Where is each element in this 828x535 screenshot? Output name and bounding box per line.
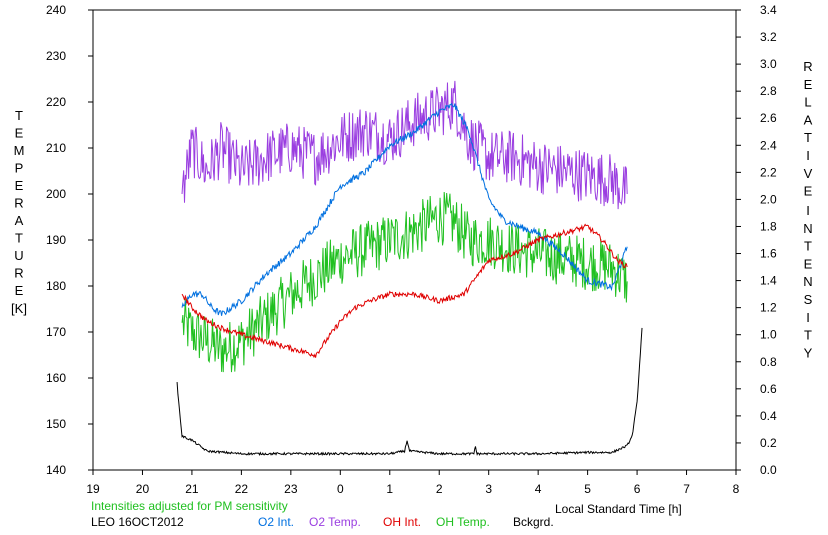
series-line-o2-temp — [181, 80, 628, 210]
plot-frame — [92, 9, 737, 471]
site-date-label: LEO 16OCT2012 — [91, 515, 184, 529]
y-left-tick-label: 180 — [46, 279, 66, 293]
y-left-tick-label: 200 — [46, 187, 66, 201]
y-right-axis-label-word1-letter: E — [804, 77, 813, 92]
y-left-tick-label: 140 — [46, 463, 66, 477]
series-line-oh-int — [181, 223, 628, 359]
y-right-axis-label-word1-letter: E — [804, 184, 813, 199]
pm-sensitivity-note: Intensities adjusted for PM sensitivity — [91, 499, 288, 513]
y-right-axis-label-word1-letter: L — [804, 95, 811, 110]
x-tick-label: 1 — [386, 482, 393, 496]
y-right-tick-label: 2.6 — [760, 111, 777, 125]
y-right-axis-label-word2-letter: T — [804, 328, 812, 343]
y-right-axis-label-word1-letter: V — [804, 166, 813, 181]
y-right-axis-label-word1-letter: A — [804, 112, 813, 127]
y-left-axis-label-letter: T — [15, 231, 23, 246]
y-right-tick-label: 0.8 — [760, 355, 777, 369]
y-right-axis-label-word2-letter: I — [806, 203, 810, 218]
x-tick-label: 7 — [683, 482, 690, 496]
y-left-axis-label-letter: M — [14, 143, 25, 158]
legend-bckgrd: Bckgrd. — [513, 515, 554, 529]
legend-o2-int: O2 Int. — [258, 515, 294, 529]
y-left-axis-label-letter: R — [14, 196, 23, 211]
y-left-tick-label: 170 — [46, 325, 66, 339]
y-left-axis-label-letter: A — [15, 213, 24, 228]
y-right-tick-label: 2.2 — [760, 165, 777, 179]
series-line-bckgrd — [176, 327, 643, 457]
x-tick-label: 6 — [634, 482, 641, 496]
y-left-axis-label-letter: R — [14, 266, 23, 281]
series-line-oh-temp — [181, 191, 628, 373]
y-right-axis-label-word2-letter: T — [804, 239, 812, 254]
y-left-tick-label: 240 — [46, 3, 66, 17]
y-right-tick-label: 2.4 — [760, 138, 777, 152]
y-right-tick-label: 3.4 — [760, 3, 777, 17]
y-right-tick-label: 1.8 — [760, 219, 777, 233]
y-right-tick-label: 0.6 — [760, 382, 777, 396]
y-right-axis-label-word2-letter: I — [806, 310, 810, 325]
y-right-tick-label: 3.2 — [760, 30, 777, 44]
x-tick-label: 8 — [733, 482, 740, 496]
y-left-axis-label-letter: E — [15, 283, 24, 298]
y-left-axis-label-letter: P — [15, 161, 24, 176]
y-left-tick-label: 220 — [46, 95, 66, 109]
y-right-axis-label-word2-letter: S — [804, 292, 813, 307]
y-left-unit-label: [K] — [11, 301, 27, 316]
y-right-tick-label: 0.0 — [760, 463, 777, 477]
y-right-tick-label: 0.2 — [760, 436, 777, 450]
y-right-axis-label-word1-letter: R — [803, 59, 812, 74]
x-tick-label: 19 — [86, 482, 100, 496]
y-right-axis-label-word2-letter: N — [803, 274, 812, 289]
y-right-tick-label: 1.0 — [760, 328, 777, 342]
y-right-axis-label-word2-letter: Y — [804, 345, 813, 360]
y-right-tick-label: 1.2 — [760, 301, 777, 315]
x-tick-label: 21 — [185, 482, 199, 496]
y-right-tick-label: 1.6 — [760, 247, 777, 261]
y-left-axis-label-letter: E — [15, 178, 24, 193]
x-axis-label: Local Standard Time [h] — [555, 502, 682, 516]
y-left-tick-label: 160 — [46, 371, 66, 385]
x-tick-label: 3 — [485, 482, 492, 496]
legend-oh-temp: OH Temp. — [436, 515, 490, 529]
x-tick-label: 5 — [584, 482, 591, 496]
series-line-o2-int — [181, 102, 628, 316]
y-left-axis-label-letter: U — [14, 248, 23, 263]
y-right-tick-label: 2.8 — [760, 84, 777, 98]
y-left-axis-label-letter: T — [15, 108, 23, 123]
y-left-tick-label: 230 — [46, 49, 66, 63]
y-left-tick-label: 190 — [46, 233, 66, 247]
x-tick-label: 20 — [136, 482, 150, 496]
x-tick-label: 2 — [436, 482, 443, 496]
y-right-tick-label: 0.4 — [760, 409, 777, 423]
y-left-tick-label: 150 — [46, 417, 66, 431]
y-left-axis-label-letter: E — [15, 126, 24, 141]
legend-oh-int: OH Int. — [383, 515, 421, 529]
y-left-tick-label: 210 — [46, 141, 66, 155]
y-right-axis-label-word1-letter: I — [806, 148, 810, 163]
y-right-axis-label-word2-letter: N — [803, 221, 812, 236]
y-right-tick-label: 1.4 — [760, 274, 777, 288]
x-tick-label: 4 — [535, 482, 542, 496]
y-right-tick-label: 2.0 — [760, 192, 777, 206]
x-tick-label: 0 — [337, 482, 344, 496]
x-tick-label: 23 — [284, 482, 298, 496]
y-right-axis-label-word1-letter: T — [804, 130, 812, 145]
y-right-tick-label: 3.0 — [760, 57, 777, 71]
x-tick-label: 22 — [235, 482, 249, 496]
legend-o2-temp: O2 Temp. — [309, 515, 361, 529]
y-right-axis-label-word2-letter: E — [804, 256, 813, 271]
